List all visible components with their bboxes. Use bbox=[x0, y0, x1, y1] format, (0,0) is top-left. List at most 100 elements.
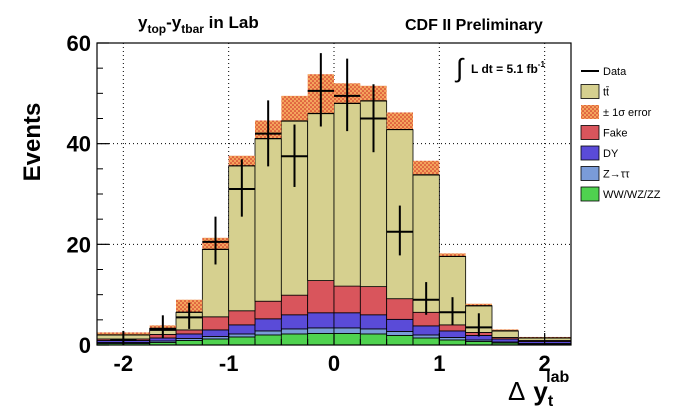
chart-title: ytop-ytbar in Lab bbox=[138, 13, 259, 36]
data-points bbox=[110, 53, 492, 345]
bar-fake-2 bbox=[175, 329, 203, 335]
legend-box-symbol bbox=[580, 125, 600, 140]
data-point-11 bbox=[413, 282, 440, 315]
y-tick-label-2: 40 bbox=[67, 132, 91, 157]
data-point-7 bbox=[307, 53, 334, 127]
data-point-3 bbox=[202, 216, 229, 265]
bar-fake-3 bbox=[201, 316, 230, 331]
legend-entry-0: Data bbox=[581, 66, 627, 78]
data-point-2 bbox=[176, 302, 203, 329]
bar-dy-7 bbox=[307, 312, 335, 329]
legend: Data tt̄ ± 1σ error Fake DY Z→ττ WW/WZ/ZZ bbox=[576, 58, 684, 208]
x-tick-label-1: -1 bbox=[219, 351, 239, 376]
data-point-5 bbox=[255, 100, 282, 167]
legend-entry-6: WW/WZ/ZZ bbox=[580, 186, 661, 202]
error-band-bin-11 bbox=[413, 160, 440, 175]
bar-tt--14 bbox=[491, 330, 519, 338]
bar-dy-4 bbox=[228, 324, 256, 335]
error-band-bin-13 bbox=[465, 303, 492, 306]
error-band-bin-12 bbox=[439, 253, 466, 257]
legend-label-5: Z→ττ bbox=[603, 169, 630, 181]
y-tick-label-0: 0 bbox=[79, 333, 91, 358]
bar-tt--8 bbox=[333, 103, 361, 287]
x-tick-label-4: 2 bbox=[539, 351, 551, 376]
legend-box-symbol bbox=[580, 166, 600, 181]
bar-dy-2 bbox=[175, 333, 203, 339]
bar-dy-9 bbox=[359, 314, 388, 330]
y-axis-label: Events bbox=[19, 103, 46, 182]
x-tick-label-2: 0 bbox=[328, 351, 340, 376]
error-band-bin-14 bbox=[492, 329, 519, 331]
bar-ww-wz-zz-9 bbox=[359, 333, 388, 346]
legend-entry-3: Fake bbox=[580, 125, 627, 140]
bar-dy-11 bbox=[412, 325, 440, 336]
bar-z--11 bbox=[412, 334, 440, 339]
bar-ww-wz-zz-7 bbox=[307, 333, 335, 346]
bar-fake-8 bbox=[333, 285, 361, 314]
data-point-6 bbox=[281, 124, 308, 187]
legend-label-2: ± 1σ error bbox=[603, 107, 652, 119]
legend-label-3: Fake bbox=[603, 128, 627, 140]
bar-z--9 bbox=[359, 328, 388, 335]
bar-fake-6 bbox=[280, 294, 309, 316]
legend-label-4: DY bbox=[603, 148, 619, 160]
bar-dy-12 bbox=[438, 330, 467, 338]
bar-dy-3 bbox=[201, 329, 230, 337]
bar-fake-10 bbox=[386, 298, 414, 320]
bar-z--10 bbox=[386, 331, 414, 336]
bar-fake-12 bbox=[438, 324, 467, 332]
y-tick-label-1: 20 bbox=[67, 232, 91, 257]
bar-z--7 bbox=[307, 327, 335, 334]
bar-z--6 bbox=[280, 328, 309, 335]
bar-ww-wz-zz-8 bbox=[333, 333, 361, 346]
data-point-4 bbox=[228, 159, 255, 217]
bar-ww-wz-zz-12 bbox=[438, 339, 467, 346]
bar-tt--7 bbox=[307, 113, 335, 281]
legend-hatch-symbol bbox=[581, 105, 599, 119]
bar-dy-6 bbox=[280, 314, 309, 330]
bar-ww-wz-zz-2 bbox=[175, 340, 203, 346]
error-band-bin-6 bbox=[281, 95, 308, 122]
bar-z--4 bbox=[228, 333, 256, 338]
y-tick-label-3: 60 bbox=[67, 31, 91, 56]
legend-entry-5: Z→ττ bbox=[580, 166, 630, 181]
data-point-9 bbox=[360, 84, 387, 153]
bar-ww-wz-zz-10 bbox=[386, 335, 414, 346]
data-point-12 bbox=[439, 297, 466, 325]
legend-entry-2: ± 1σ error bbox=[581, 105, 652, 119]
x-tick-label-3: 1 bbox=[433, 351, 445, 376]
bar-dy-10 bbox=[386, 318, 414, 332]
bar-dy-14 bbox=[491, 338, 519, 343]
bar-ww-wz-zz-11 bbox=[412, 337, 440, 346]
bar-z--5 bbox=[254, 330, 282, 336]
integral-sign: ∫ bbox=[454, 53, 465, 83]
axes: 0 20 40 60 -2 -1 0 1 2 bbox=[67, 31, 572, 376]
corner-label: CDF II Preliminary bbox=[405, 17, 543, 34]
bar-fake-5 bbox=[254, 300, 282, 320]
legend-box-symbol bbox=[580, 84, 600, 99]
bar-fake-4 bbox=[228, 310, 256, 326]
legend-entry-4: DY bbox=[580, 145, 619, 161]
legend-box-symbol bbox=[580, 186, 600, 202]
bar-ww-wz-zz-5 bbox=[254, 334, 282, 346]
data-point-13 bbox=[465, 313, 492, 337]
legend-label-1: tt̄ bbox=[603, 86, 609, 98]
bar-ww-wz-zz-3 bbox=[201, 338, 230, 346]
bar-ww-wz-zz-4 bbox=[228, 336, 256, 346]
data-point-8 bbox=[334, 58, 361, 132]
bar-z--8 bbox=[333, 327, 361, 334]
data-point-1 bbox=[149, 315, 176, 339]
legend-box-symbol bbox=[580, 145, 600, 161]
error-band-bin-10 bbox=[386, 112, 413, 130]
bar-dy-5 bbox=[254, 318, 282, 332]
luminosity-label: L dt = 5.1 fb-1 bbox=[471, 60, 545, 76]
legend-label-6: WW/WZ/ZZ bbox=[603, 189, 661, 201]
x-tick-label-0: -2 bbox=[114, 351, 134, 376]
bar-dy-8 bbox=[333, 312, 361, 329]
legend-label-0: Data bbox=[603, 66, 627, 78]
data-point-10 bbox=[386, 205, 413, 256]
bar-fake-9 bbox=[359, 286, 388, 316]
bar-fake-7 bbox=[307, 280, 335, 314]
